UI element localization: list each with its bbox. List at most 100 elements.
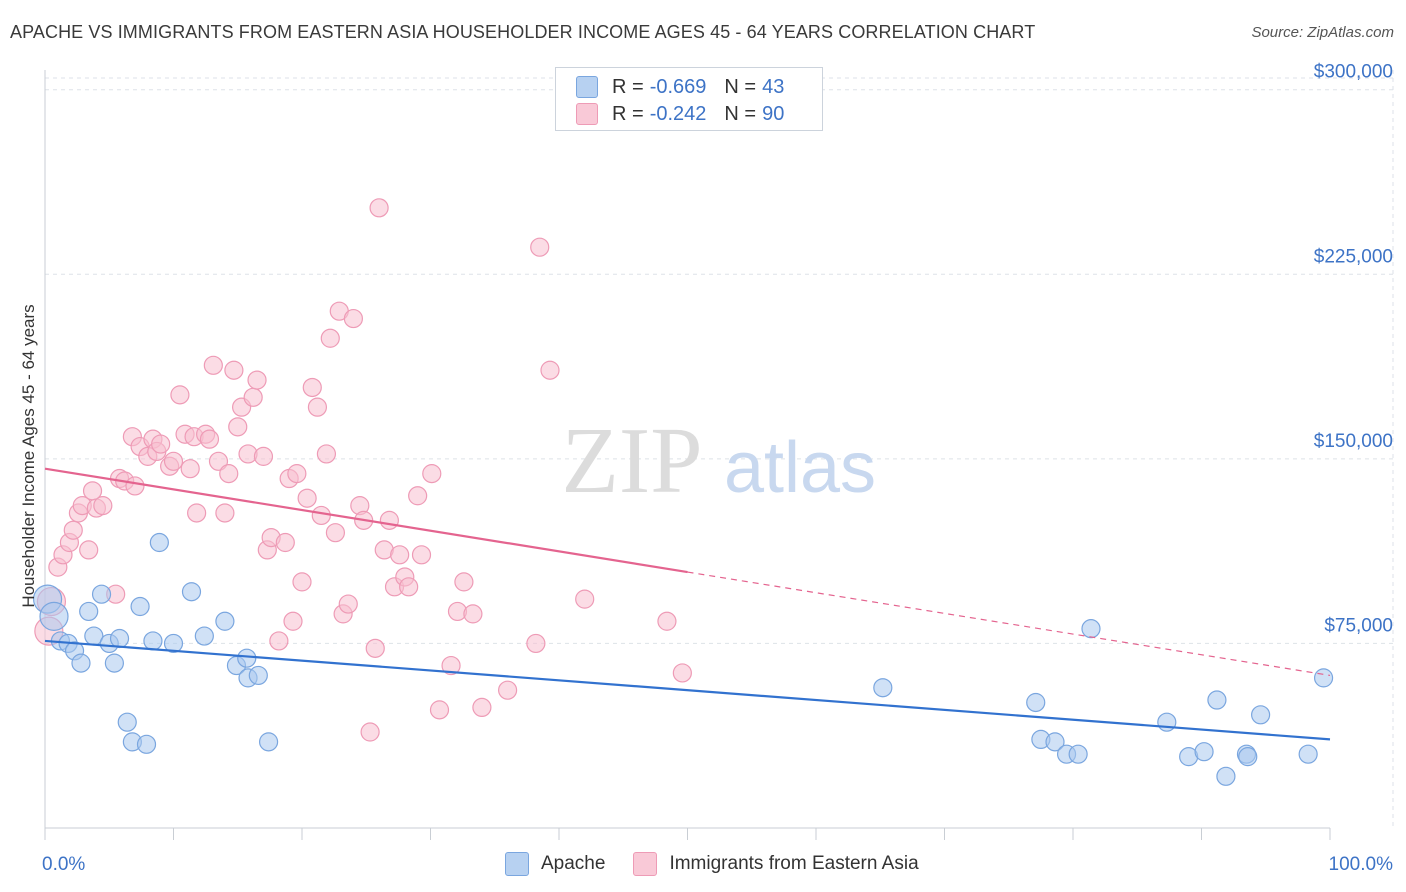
series-legend: Apache Immigrants from Eastern Asia <box>505 852 947 876</box>
apache-point <box>215 611 235 631</box>
apache-point <box>1298 744 1318 764</box>
n-label: N = <box>724 75 757 98</box>
eastern-asia-point <box>219 464 239 484</box>
eastern-asia-point <box>307 397 328 417</box>
eastern-asia-point <box>498 680 518 700</box>
n-label: N = <box>724 102 757 125</box>
x-tick-label-min: 0.0% <box>42 854 85 875</box>
eastern-asia-trend-line <box>44 467 688 574</box>
eastern-asia-point <box>203 355 223 375</box>
eastern-asia-point <box>365 638 385 658</box>
y-tick-label: $300,000 <box>1314 62 1393 83</box>
eastern-asia-point <box>360 722 380 742</box>
r-label: R = <box>612 75 644 98</box>
eastern-asia-point <box>297 488 317 508</box>
apache-point <box>1238 747 1258 767</box>
apache-point <box>1251 705 1271 725</box>
source-credit: Source: ZipAtlas.com <box>1251 24 1394 41</box>
y-tick-label: $75,000 <box>1324 615 1393 636</box>
legend-row-apache: R = -0.669 N = 43 <box>576 74 784 100</box>
apache-point <box>258 732 279 752</box>
y-tick-label: $150,000 <box>1314 431 1393 452</box>
apache-point <box>39 601 69 631</box>
series-apache-points <box>32 532 1334 786</box>
apache-point <box>91 584 112 604</box>
eastern-asia-point <box>657 611 677 631</box>
eastern-asia-point <box>672 663 692 683</box>
apache-point <box>149 532 169 553</box>
apache-point <box>104 653 124 673</box>
eastern-asia-point <box>228 417 248 437</box>
eastern-asia-point <box>93 496 113 516</box>
apache-point <box>873 678 893 698</box>
apache-trend-line <box>44 639 1331 741</box>
eastern-asia-point <box>170 385 190 405</box>
apache-point <box>1207 690 1227 710</box>
apache-point <box>1045 732 1065 752</box>
eastern-asia-point <box>463 604 483 624</box>
eastern-asia-point <box>526 633 546 654</box>
eastern-asia-point <box>79 540 99 560</box>
eastern-asia-point <box>379 510 399 530</box>
eastern-asia-point <box>163 451 184 471</box>
eastern-asia-swatch <box>576 103 598 125</box>
eastern-asia-point <box>399 577 419 597</box>
apache-point <box>117 712 137 732</box>
apache-n-value: 43 <box>762 75 785 98</box>
eastern-asia-point <box>253 446 274 466</box>
apache-point <box>1313 668 1334 688</box>
eastern-asia-point <box>283 611 303 631</box>
apache-point <box>1081 619 1101 639</box>
x-tick-label-max: 100.0% <box>1329 854 1394 875</box>
eastern-asia-point <box>429 700 450 720</box>
eastern-asia-point <box>224 360 244 380</box>
eastern-asia-point <box>369 198 389 218</box>
eastern-asia-point <box>199 429 220 449</box>
eastern-asia-trend-extension <box>687 571 1331 677</box>
y-tick-label: $225,000 <box>1314 246 1393 267</box>
eastern-asia-point <box>125 476 145 496</box>
apache-point <box>1068 744 1088 764</box>
eastern-asia-point <box>180 459 200 479</box>
axes <box>44 70 1331 840</box>
apache-point <box>163 633 184 654</box>
eastern-asia-point <box>63 520 83 540</box>
eastern-asia-point <box>302 377 322 398</box>
eastern-asia-n-value: 90 <box>762 102 785 125</box>
eastern-asia-point <box>187 503 207 523</box>
y-axis-label: Householder Income Ages 45 - 64 years <box>19 304 38 607</box>
apache-point <box>181 582 202 602</box>
legend-row-eastern-asia: R = -0.242 N = 90 <box>576 101 784 127</box>
eastern-asia-point <box>343 308 363 329</box>
eastern-asia-legend-label: Immigrants from Eastern Asia <box>669 853 919 874</box>
eastern-asia-point <box>151 434 171 454</box>
eastern-asia-point <box>215 503 235 523</box>
series-eastern-asia-points <box>34 198 692 742</box>
apache-legend-label: Apache <box>541 853 606 874</box>
eastern-asia-point <box>269 631 289 651</box>
watermark-atlas: atlas <box>724 428 876 508</box>
eastern-asia-point <box>472 697 492 718</box>
eastern-asia-point <box>275 532 295 553</box>
eastern-asia-point <box>454 572 474 592</box>
legend-item-apache[interactable]: Apache <box>505 852 605 876</box>
apache-point <box>79 601 99 622</box>
apache-point <box>248 665 268 686</box>
eastern-asia-point <box>292 572 312 592</box>
legend-item-eastern-asia[interactable]: Immigrants from Eastern Asia <box>633 852 919 876</box>
apache-point <box>1194 742 1214 762</box>
eastern-asia-point <box>243 387 263 407</box>
eastern-asia-point <box>287 464 307 484</box>
apache-point <box>1026 692 1046 713</box>
apache-swatch <box>576 76 598 98</box>
watermark: ZIP atlas <box>562 409 877 513</box>
r-label: R = <box>612 102 644 125</box>
eastern-asia-point <box>325 523 346 543</box>
eastern-asia-point <box>316 444 337 464</box>
eastern-asia-point <box>408 486 428 506</box>
eastern-asia-point <box>530 237 550 257</box>
eastern-asia-point <box>247 370 267 390</box>
apache-point <box>237 648 257 668</box>
watermark-zip: ZIP <box>562 409 703 513</box>
